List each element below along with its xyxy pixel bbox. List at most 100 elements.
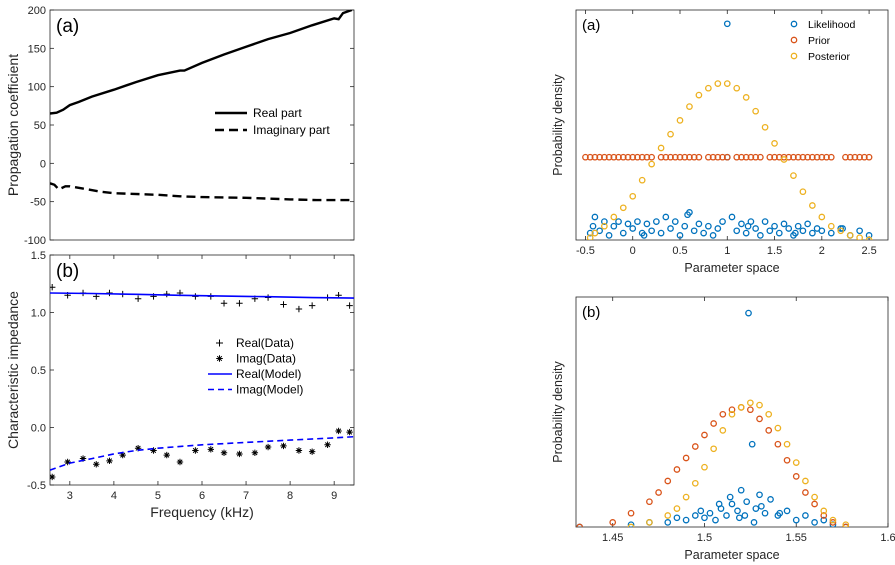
data-point-posterior bbox=[742, 94, 750, 101]
data-point-prior bbox=[809, 153, 816, 161]
data-point-prior bbox=[804, 153, 811, 161]
x-tick-label: 0 bbox=[630, 245, 636, 257]
data-point-prior bbox=[671, 153, 679, 161]
plot-frame bbox=[575, 9, 889, 241]
data-point-plus bbox=[308, 302, 316, 309]
data-point-star bbox=[264, 443, 272, 451]
data-point-posterior bbox=[733, 84, 741, 92]
data-point-likelihood bbox=[799, 227, 807, 235]
y-axis-label: Characteristic impedance bbox=[5, 291, 21, 449]
x-axis-label: Parameter space bbox=[684, 261, 779, 275]
data-point-likelihood bbox=[605, 232, 613, 239]
data-point-posterior bbox=[627, 523, 635, 527]
data-point-likelihood bbox=[634, 218, 641, 225]
x-tick-label: 1.6 bbox=[880, 532, 895, 544]
plot-area bbox=[50, 284, 354, 481]
data-point-likelihood bbox=[757, 232, 764, 239]
y-tick-label: 50 bbox=[34, 120, 46, 132]
data-point-likelihood bbox=[776, 509, 784, 517]
chart-right-b: 1.45 1.5 1.55 1.6 Parameter space Probability… bbox=[551, 296, 895, 562]
data-point-prior bbox=[783, 456, 791, 464]
data-point-star bbox=[295, 447, 303, 454]
data-point-posterior bbox=[629, 192, 637, 200]
data-point-likelihood bbox=[690, 227, 698, 235]
data-point-star bbox=[236, 450, 243, 458]
data-point-likelihood bbox=[643, 220, 651, 228]
data-point-prior bbox=[601, 153, 608, 161]
data-point-prior bbox=[823, 153, 830, 161]
data-point-prior bbox=[709, 153, 717, 161]
data-point-likelihood bbox=[766, 227, 774, 235]
data-point-prior bbox=[765, 427, 773, 434]
data-point-plus bbox=[134, 295, 142, 302]
data-point-likelihood bbox=[728, 500, 736, 508]
series-line-3 bbox=[50, 435, 354, 471]
data-point-posterior bbox=[865, 236, 873, 240]
data-point-likelihood bbox=[682, 516, 690, 524]
data-point-likelihood bbox=[706, 509, 714, 517]
data-point-prior bbox=[851, 153, 859, 161]
data-point-plus bbox=[280, 301, 287, 308]
y-tick-label: 200 bbox=[28, 5, 46, 17]
data-point-prior bbox=[774, 440, 782, 448]
data-point-posterior bbox=[856, 234, 863, 240]
data-point-prior bbox=[733, 153, 741, 161]
data-point-likelihood bbox=[684, 211, 691, 219]
data-point-prior bbox=[591, 153, 599, 161]
data-point-prior bbox=[747, 406, 754, 414]
data-point-plus bbox=[295, 305, 303, 313]
legend-swatch bbox=[790, 20, 798, 28]
data-point-star bbox=[346, 428, 353, 436]
data-point-prior bbox=[586, 153, 594, 161]
data-point-likelihood bbox=[748, 440, 756, 448]
data-point-prior bbox=[780, 153, 788, 161]
data-point-likelihood bbox=[653, 218, 660, 225]
data-point-likelihood bbox=[640, 232, 648, 239]
data-point-posterior bbox=[842, 521, 850, 527]
data-point-star bbox=[93, 461, 100, 468]
legend-label: Likelihood bbox=[808, 19, 855, 31]
legend-swatch bbox=[790, 52, 798, 60]
data-point-prior bbox=[667, 153, 674, 161]
data-point-prior bbox=[756, 415, 763, 423]
data-point-prior bbox=[710, 420, 717, 427]
plot-area bbox=[50, 10, 353, 202]
data-point-prior bbox=[792, 473, 800, 480]
data-point-posterior bbox=[780, 156, 788, 163]
x-axis-label: Frequency (kHz) bbox=[150, 504, 253, 520]
data-point-prior bbox=[742, 153, 750, 161]
data-point-likelihood bbox=[691, 512, 699, 519]
panel-label: (a) bbox=[582, 17, 600, 34]
data-point-plus bbox=[346, 302, 353, 309]
data-point-prior bbox=[691, 443, 699, 450]
plot-frame bbox=[49, 254, 355, 486]
data-point-likelihood bbox=[734, 507, 741, 515]
data-point-likelihood bbox=[700, 229, 707, 237]
series-line-1 bbox=[50, 182, 352, 202]
data-point-likelihood bbox=[820, 516, 828, 524]
data-point-likelihood bbox=[792, 516, 800, 524]
x-tick-label: 9 bbox=[331, 490, 337, 502]
data-point-prior bbox=[757, 153, 764, 161]
data-point-prior bbox=[719, 410, 727, 418]
data-point-prior bbox=[634, 153, 641, 161]
x-tick-label: 1.5 bbox=[697, 532, 712, 544]
data-point-prior bbox=[719, 153, 726, 161]
data-point-likelihood bbox=[733, 227, 741, 235]
data-point-prior bbox=[695, 153, 703, 161]
data-point-star bbox=[308, 448, 316, 455]
data-point-star bbox=[106, 457, 113, 465]
data-point-prior bbox=[682, 454, 690, 462]
data-point-posterior bbox=[691, 479, 699, 487]
data-point-prior bbox=[827, 153, 835, 161]
legend-label: Imag(Data) bbox=[236, 352, 296, 366]
data-point-prior bbox=[820, 512, 828, 519]
data-point-prior bbox=[664, 477, 672, 485]
data-point-likelihood bbox=[715, 500, 723, 508]
data-point-prior bbox=[818, 153, 826, 161]
data-point-prior bbox=[802, 489, 809, 496]
data-point-posterior bbox=[638, 176, 646, 184]
legend-swatch bbox=[790, 36, 798, 44]
data-point-prior bbox=[619, 153, 627, 161]
data-point-prior bbox=[771, 153, 778, 161]
